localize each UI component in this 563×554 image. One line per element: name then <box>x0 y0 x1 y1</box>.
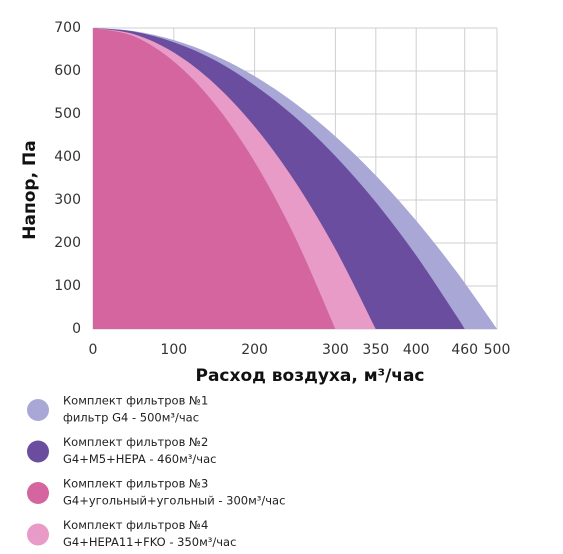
legend-marker <box>27 482 49 504</box>
legend-description: G4+угольный+угольный - 300м³/час <box>63 494 285 508</box>
x-tick-label: 460 <box>451 342 478 358</box>
legend-description: фильтр G4 - 500м³/час <box>63 411 199 425</box>
x-tick-label: 200 <box>241 342 268 358</box>
y-tick-label: 400 <box>54 149 81 165</box>
legend-label: Комплект фильтров №4 <box>63 518 208 532</box>
x-tick-label: 300 <box>322 342 349 358</box>
y-tick-label: 700 <box>54 20 81 36</box>
x-tick-label: 0 <box>89 342 98 358</box>
y-tick-label: 100 <box>54 278 81 294</box>
y-tick-label: 0 <box>72 321 81 337</box>
x-tick-label: 500 <box>484 342 511 358</box>
legend-description: G4+HEPA11+FKO - 350м³/час <box>63 535 236 549</box>
legend-marker <box>27 399 49 421</box>
x-tick-label: 400 <box>403 342 430 358</box>
x-axis-title: Расход воздуха, м³/час <box>195 366 424 386</box>
y-axis-title: Напор, Па <box>20 140 40 239</box>
x-tick-label: 350 <box>362 342 389 358</box>
area <box>93 28 336 329</box>
y-tick-label: 200 <box>54 235 81 251</box>
legend-marker <box>27 523 49 546</box>
legend-label: Комплект фильтров №2 <box>63 435 208 449</box>
legend-description: G4+M5+HEPA - 460м³/час <box>63 452 216 466</box>
legend-label: Комплект фильтров №1 <box>63 394 208 408</box>
x-tick-label: 100 <box>160 342 187 358</box>
y-tick-label: 300 <box>54 192 81 208</box>
y-tick-label: 600 <box>54 63 81 79</box>
legend-label: Комплект фильтров №3 <box>63 477 208 491</box>
legend-marker <box>27 440 49 463</box>
y-tick-label: 500 <box>54 106 81 122</box>
